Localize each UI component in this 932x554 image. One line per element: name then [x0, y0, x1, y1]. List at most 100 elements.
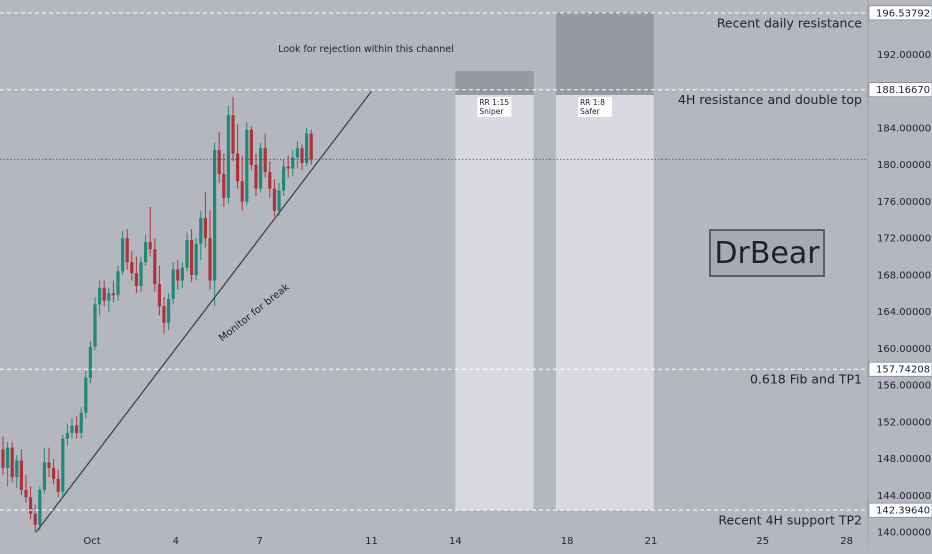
time-tick-label: 7: [257, 536, 263, 547]
time-tick-label: 25: [756, 536, 769, 547]
zone-safer-label-box: [577, 96, 612, 117]
candle-body: [130, 262, 134, 274]
candle-body: [153, 249, 157, 285]
candle-body: [194, 243, 198, 275]
candle-body: [213, 150, 217, 281]
candle-body: [29, 497, 33, 514]
level-price-label: 196.53792: [876, 8, 930, 19]
candle-body: [162, 306, 166, 323]
candle-body: [65, 432, 69, 439]
candle-body: [208, 238, 212, 281]
candle-body: [38, 489, 42, 525]
candle-body: [107, 293, 111, 301]
channel-note: Look for rejection within this channel: [278, 44, 454, 55]
price-tick-label: 172.00000: [877, 234, 931, 245]
zone-safer-reward: [555, 94, 654, 511]
candle-body: [134, 273, 138, 286]
candle-body: [125, 238, 129, 263]
candle-body: [116, 271, 120, 296]
candle-body: [282, 166, 286, 191]
level-note: 0.618 Fib and TP1: [750, 372, 862, 387]
candle-body: [236, 153, 240, 182]
time-tick-label: 28: [840, 536, 853, 547]
candle-body: [272, 188, 276, 211]
candle-body: [121, 238, 125, 272]
candle-body: [139, 262, 143, 286]
time-tick-label: 21: [645, 536, 658, 547]
candle-body: [52, 467, 56, 479]
level-price-tag: [868, 5, 932, 21]
zone-sniper-reward: [455, 94, 534, 511]
zone-sniper-rr-label: RR 1:15: [479, 98, 509, 107]
level-price-label: 157.74208: [876, 365, 930, 376]
candle-body: [70, 425, 74, 433]
level-price-label: 188.16670: [876, 85, 930, 96]
time-tick-label: 14: [449, 536, 462, 547]
candle-body: [75, 425, 79, 433]
candle-body: [268, 172, 272, 189]
candle-body: [24, 489, 28, 498]
candle-body: [199, 218, 203, 244]
candle-body: [47, 462, 51, 468]
level-price-tag: [868, 502, 932, 518]
candle-body: [88, 346, 92, 378]
candle-body: [263, 148, 267, 173]
candle-body: [277, 190, 281, 211]
price-tick-label: 176.00000: [877, 197, 931, 208]
candle-body: [286, 166, 290, 169]
candle-body: [190, 240, 194, 275]
candle-body: [10, 447, 14, 478]
time-axis-panel: [0, 534, 868, 550]
level-note: Recent 4H support TP2: [718, 513, 862, 528]
candle-body: [84, 377, 88, 413]
candle-body: [144, 241, 148, 263]
candle-body: [176, 269, 180, 281]
candles: [1, 96, 313, 533]
candle-body: [180, 267, 184, 281]
price-tick-label: 180.00000: [877, 160, 931, 171]
watermark-box: [709, 229, 825, 277]
trendline[interactable]: [35, 90, 373, 533]
candle-body: [231, 115, 235, 154]
zone-safer-rr-label: RR 1:8: [580, 98, 605, 107]
candle-body: [185, 240, 189, 268]
price-tick-label: 156.00000: [877, 381, 931, 392]
candle-body: [240, 181, 244, 202]
candle-body: [259, 148, 263, 189]
candle-body: [203, 218, 207, 239]
candle-body: [300, 148, 304, 163]
time-tick-label: 18: [561, 536, 574, 547]
candle-body: [226, 115, 230, 198]
time-tick-label: 11: [365, 536, 378, 547]
level-price-label: 142.39640: [876, 506, 930, 517]
candle-body: [217, 150, 221, 174]
candle-body: [6, 447, 10, 468]
candle-body: [249, 129, 253, 165]
candle-body: [148, 241, 152, 250]
candle-body: [309, 133, 313, 160]
candle-body: [79, 412, 83, 433]
candle-body: [167, 298, 171, 323]
candle-body: [98, 287, 102, 305]
time-tick-label: Oct: [83, 536, 100, 547]
price-tick-label: 148.00000: [877, 454, 931, 465]
price-tick-label: 168.00000: [877, 270, 931, 281]
candle-body: [157, 284, 161, 307]
price-axis: 140.00000 144.00000 148.00000 152.00000 156.…: [867, 0, 932, 550]
candle-body: [222, 173, 226, 198]
candle-body: [111, 293, 115, 296]
candle-body: [33, 513, 37, 525]
candle-body: [102, 287, 106, 301]
candle-body: [171, 269, 175, 299]
price-tick-label: 152.00000: [877, 417, 931, 428]
candle-body: [61, 438, 65, 492]
candle-body: [1, 449, 5, 468]
candle-body: [305, 133, 309, 163]
zone-safer-type-label: Safer: [580, 107, 601, 116]
candle-body: [291, 157, 295, 169]
zone-sniper-type-label: Sniper: [479, 107, 504, 116]
zone-sniper-label-box: [477, 96, 512, 117]
